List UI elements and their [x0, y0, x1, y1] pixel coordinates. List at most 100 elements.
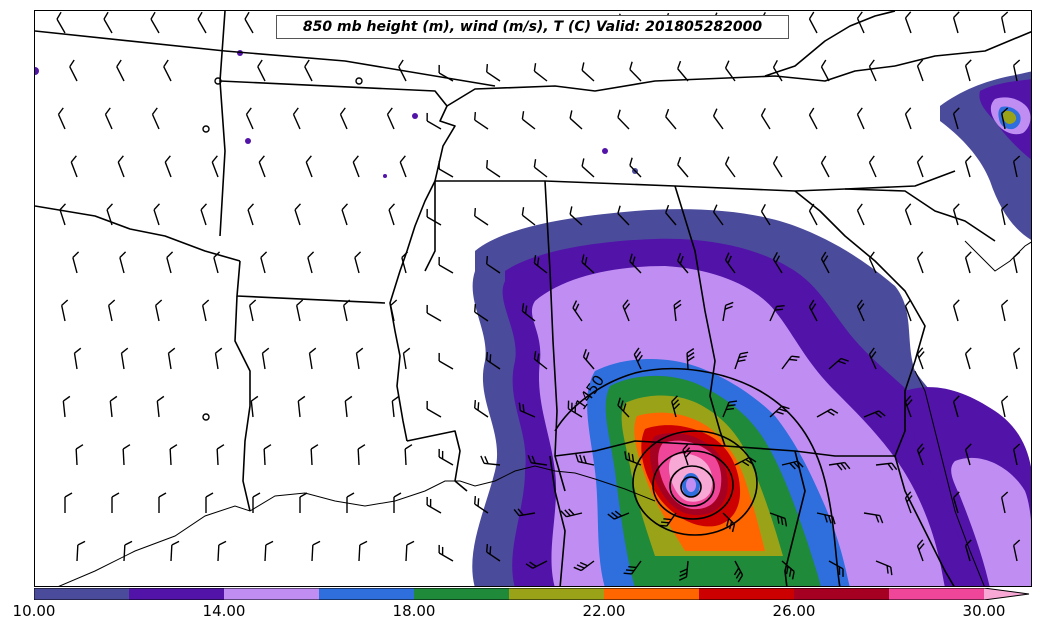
wind-barb: [665, 204, 677, 226]
wind-barb: [1012, 251, 1021, 274]
wind-barb: [358, 540, 368, 562]
wind-barb: [769, 405, 790, 418]
wind-barb: [820, 155, 830, 178]
wind-barb: [119, 251, 127, 274]
colorbar-segment: [699, 588, 794, 600]
wind-barb: [952, 299, 960, 322]
wind-barb: [560, 508, 583, 518]
wind-barb: [581, 62, 595, 82]
wind-barb: [402, 347, 411, 370]
wind-barb: [169, 444, 178, 466]
wind-barb: [311, 540, 321, 562]
wind-barb: [573, 560, 595, 572]
field-cell-east-5: [1003, 110, 1017, 124]
colorbar-segment: [319, 588, 414, 600]
wind-barb: [164, 155, 172, 178]
wind-barb: [76, 540, 86, 562]
wind-barb: [525, 560, 548, 569]
wind-barb: [533, 159, 548, 178]
colorbar-segment: [224, 588, 319, 600]
wind-barb: [264, 540, 274, 562]
wind-barb: [863, 410, 886, 418]
wind-barb: [357, 444, 366, 466]
wind-barb: [438, 256, 454, 274]
wind-barb: [769, 304, 785, 322]
wind-barb: [258, 155, 266, 178]
wind-barb: [964, 251, 972, 274]
shaded-field: [35, 50, 1031, 586]
map-title: 850 mb height (m), wind (m/s), T (C) Val…: [276, 15, 789, 39]
calm-wind-icon: [214, 77, 222, 85]
wind-barb: [582, 349, 595, 370]
wind-barb: [624, 451, 642, 466]
wind-barb: [393, 492, 402, 513]
wind-barb: [106, 203, 113, 226]
wind-barb: [964, 155, 972, 178]
wind-barb: [964, 443, 972, 466]
wind-barb: [633, 347, 643, 370]
wind-barb: [163, 59, 172, 82]
wind-barb: [122, 444, 131, 466]
colorbar-tick-label: 22.00: [582, 602, 626, 620]
wind-barb: [438, 448, 454, 466]
wind-barb: [622, 299, 631, 322]
wind-barb: [904, 11, 912, 34]
wind-barb: [310, 444, 319, 466]
wind-barb: [916, 539, 925, 562]
wind-barb: [828, 461, 851, 471]
wind-barb: [404, 444, 413, 466]
wind-barb: [305, 155, 313, 178]
wind-barb: [166, 251, 174, 274]
wind-barb: [964, 347, 972, 370]
wind-barb: [518, 402, 536, 418]
wind-barb: [1000, 11, 1009, 34]
wind-barb: [569, 110, 583, 130]
wind-barb: [734, 351, 749, 370]
wind-barb: [261, 347, 270, 370]
wind-barb: [295, 299, 304, 322]
wind-barb: [904, 203, 912, 226]
wind-barb: [781, 355, 800, 370]
wind-barb: [828, 357, 849, 370]
speck: [35, 67, 39, 75]
wind-barb: [214, 347, 223, 370]
wind-barb: [486, 543, 501, 562]
wind-barb: [673, 299, 682, 322]
border-line: [435, 170, 956, 192]
border-line: [674, 185, 726, 447]
border-line: [554, 440, 895, 457]
wind-barb: [724, 60, 736, 82]
colorbar-tick-label: 14.00: [202, 602, 246, 620]
wind-barb: [486, 159, 501, 178]
wind-barb: [808, 203, 818, 226]
wind-barb: [678, 560, 689, 581]
wind-barb: [308, 347, 317, 370]
wind-barb: [399, 155, 407, 178]
wind-barb: [533, 351, 548, 370]
calm-wind-icon: [355, 77, 363, 85]
wind-barb: [57, 107, 66, 130]
wind-barb: [355, 347, 364, 370]
wind-barb: [257, 59, 266, 82]
wind-barb: [1012, 59, 1021, 82]
wind-barb: [1012, 155, 1021, 178]
border-line: [35, 30, 496, 87]
wind-barb: [820, 251, 830, 274]
wind-barb: [1012, 443, 1021, 466]
wind-barb: [904, 107, 912, 130]
speck: [602, 148, 608, 154]
wind-barb: [346, 492, 355, 513]
wind-barb: [263, 444, 272, 466]
wind-barb: [665, 108, 677, 130]
wind-barb: [307, 251, 315, 274]
wind-barb: [342, 299, 351, 322]
wind-barb: [426, 496, 442, 514]
wind-barb: [677, 252, 689, 274]
wind-barb: [769, 512, 788, 527]
wind-barb: [247, 203, 254, 226]
wind-barb: [73, 347, 82, 370]
wind-barb: [521, 303, 536, 322]
wind-barb: [474, 207, 489, 226]
speck: [245, 138, 251, 144]
wind-barb: [217, 540, 227, 562]
